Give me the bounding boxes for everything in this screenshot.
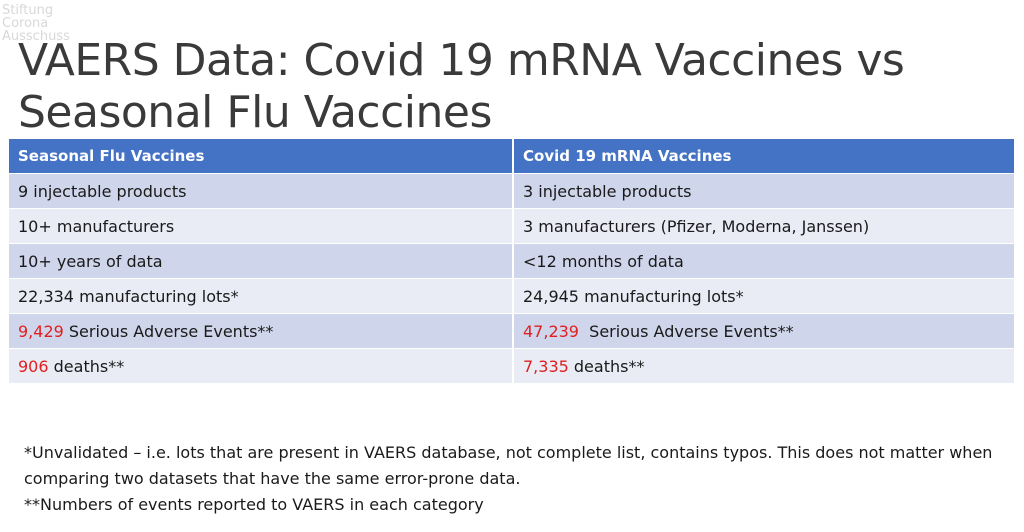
covid-text: 3 injectable products: [523, 181, 692, 201]
covid-text: Serious Adverse Events**: [578, 321, 794, 341]
table-row: 9,429 Serious Adverse Events** 47,239 Se…: [9, 313, 1014, 348]
footnote-unvalidated: *Unvalidated – i.e. lots that are presen…: [24, 443, 993, 488]
table-header-row: Seasonal Flu Vaccines Covid 19 mRNA Vacc…: [9, 139, 1014, 173]
covid-text: 3 manufacturers (Pfizer, Moderna, Jansse…: [523, 216, 870, 236]
flu-cell: 9,429 Serious Adverse Events**: [9, 313, 512, 348]
header-seasonal-flu: Seasonal Flu Vaccines: [9, 139, 512, 173]
covid-cell: 47,239 Serious Adverse Events**: [512, 313, 1014, 348]
flu-highlight: 906: [18, 356, 49, 376]
watermark-line: Stiftung: [2, 3, 54, 18]
table-row: 10+ years of data <12 months of data: [9, 243, 1014, 278]
flu-text: 10+ manufacturers: [18, 216, 175, 236]
covid-cell: <12 months of data: [512, 243, 1014, 278]
covid-cell: 7,335 deaths**: [512, 348, 1014, 383]
covid-cell: 3 injectable products: [512, 173, 1014, 208]
watermark-line: Corona: [2, 16, 49, 31]
slide-title: VAERS Data: Covid 19 mRNA Vaccines vs Se…: [18, 35, 905, 139]
flu-highlight: 9,429: [18, 321, 64, 341]
comparison-table: Seasonal Flu Vaccines Covid 19 mRNA Vacc…: [9, 139, 1014, 383]
flu-text: 10+ years of data: [18, 251, 163, 271]
footnote-event-counts: **Numbers of events reported to VAERS in…: [24, 495, 484, 514]
covid-text: 24,945 manufacturing lots*: [523, 286, 744, 306]
flu-cell: 9 injectable products: [9, 173, 512, 208]
flu-text: 9 injectable products: [18, 181, 187, 201]
covid-highlight: 47,239: [523, 321, 579, 341]
flu-cell: 10+ manufacturers: [9, 208, 512, 243]
covid-highlight: 7,335: [523, 356, 569, 376]
table-row: 10+ manufacturers 3 manufacturers (Pfize…: [9, 208, 1014, 243]
covid-text: <12 months of data: [523, 251, 684, 271]
table-row: 906 deaths** 7,335 deaths**: [9, 348, 1014, 383]
table-row: 9 injectable products 3 injectable produ…: [9, 173, 1014, 208]
header-covid-mrna: Covid 19 mRNA Vaccines: [512, 139, 1014, 173]
covid-text: deaths**: [568, 356, 645, 376]
covid-cell: 24,945 manufacturing lots*: [512, 278, 1014, 313]
flu-text: Serious Adverse Events**: [63, 321, 274, 341]
watermark: Stiftung Corona Ausschuss: [2, 4, 70, 43]
flu-text: 22,334 manufacturing lots*: [18, 286, 239, 306]
covid-cell: 3 manufacturers (Pfizer, Moderna, Jansse…: [512, 208, 1014, 243]
flu-cell: 22,334 manufacturing lots*: [9, 278, 512, 313]
flu-cell: 10+ years of data: [9, 243, 512, 278]
flu-cell: 906 deaths**: [9, 348, 512, 383]
footnotes: *Unvalidated – i.e. lots that are presen…: [24, 440, 1004, 518]
table-row: 22,334 manufacturing lots* 24,945 manufa…: [9, 278, 1014, 313]
watermark-line: Ausschuss: [2, 29, 70, 44]
flu-text: deaths**: [48, 356, 125, 376]
